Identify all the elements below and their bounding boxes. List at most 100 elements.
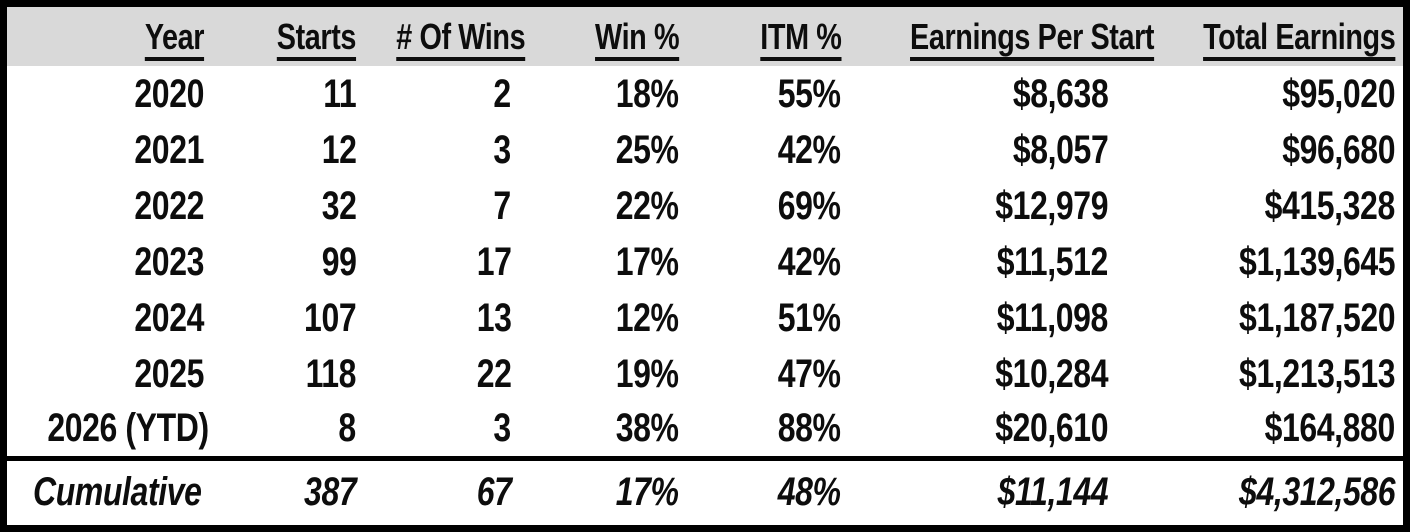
header-label: Starts — [276, 15, 357, 57]
cell-text: 12 — [321, 127, 356, 172]
cell-text: 99 — [321, 239, 356, 284]
cell-win-pct: 12% — [519, 290, 687, 346]
cell-text: 48% — [778, 470, 841, 515]
cell-text: 2023 — [134, 239, 204, 284]
cell-text: 19% — [616, 351, 679, 396]
cell-text: 11 — [322, 71, 356, 116]
cell-text: $12,979 — [995, 183, 1108, 228]
cell-itm-pct: 48% — [687, 458, 849, 525]
header-cell-earnings-per-start: Earnings Per Start — [849, 7, 1154, 66]
cell-year: 2022 — [7, 178, 212, 234]
cell-text: $10,284 — [995, 351, 1108, 396]
cell-win-pct: 38% — [519, 402, 687, 458]
cell-itm-pct: 51% — [687, 290, 849, 346]
cell-text: 42% — [778, 239, 841, 284]
cell-text: 2021 — [134, 127, 204, 172]
cell-win-pct: 22% — [519, 178, 687, 234]
cell-text: 7 — [493, 183, 512, 228]
cell-text: $164,880 — [1264, 406, 1396, 451]
cell-cumulative-label: Cumulative — [7, 458, 212, 525]
cell-text: $96,680 — [1282, 127, 1395, 172]
cell-total-earnings: $164,880 — [1116, 402, 1403, 458]
cell-text: 69% — [778, 183, 841, 228]
header-label: Year — [144, 15, 205, 57]
cell-earnings-per-start: $20,610 — [849, 402, 1116, 458]
cell-year: 2024 — [7, 290, 212, 346]
cell-num-wins: 22 — [364, 346, 519, 402]
cell-starts: 8 — [212, 402, 364, 458]
cell-earnings-per-start: $11,098 — [849, 290, 1116, 346]
cell-text: 107 — [303, 295, 357, 340]
cell-text: 38% — [616, 406, 679, 451]
cell-year: 2025 — [7, 346, 212, 402]
cell-text: 18% — [616, 71, 679, 116]
cell-itm-pct: 88% — [687, 402, 849, 458]
header-label: # Of Wins — [396, 15, 526, 57]
cell-text: 67 — [476, 470, 511, 515]
cell-total-earnings: $415,328 — [1116, 178, 1403, 234]
cell-text: $1,187,520 — [1238, 295, 1396, 340]
cell-total-earnings: $1,139,645 — [1116, 234, 1403, 290]
table-row-2021: 2021 12 3 25% 42% $8,057 $96,680 — [7, 122, 1403, 178]
cell-text: 387 — [303, 470, 357, 515]
cell-earnings-per-start: $12,979 — [849, 178, 1116, 234]
cell-text: 17 — [476, 239, 511, 284]
cell-starts: 107 — [212, 290, 364, 346]
cell-text: 3 — [493, 127, 512, 172]
header-cell-num-wins: # Of Wins — [364, 7, 525, 66]
header-label: ITM % — [759, 15, 842, 57]
cell-num-wins: 17 — [364, 234, 519, 290]
cell-text: 2020 — [134, 71, 204, 116]
cell-year: 2020 — [7, 66, 212, 122]
cell-total-earnings: $1,187,520 — [1116, 290, 1403, 346]
cell-year: 2026 (YTD) — [7, 402, 212, 458]
cell-text: 118 — [305, 351, 357, 396]
cell-starts: 11 — [212, 66, 364, 122]
cell-starts: 99 — [212, 234, 364, 290]
cell-text: 22% — [616, 183, 679, 228]
cell-win-pct: 17% — [519, 458, 687, 525]
cell-itm-pct: 42% — [687, 122, 849, 178]
table-row-2020: 2020 11 2 18% 55% $8,638 $95,020 — [7, 66, 1403, 122]
cell-starts: 12 — [212, 122, 364, 178]
header-cell-year: Year — [7, 7, 212, 66]
cell-itm-pct: 47% — [687, 346, 849, 402]
cell-earnings-per-start: $11,512 — [849, 234, 1116, 290]
cell-win-pct: 19% — [519, 346, 687, 402]
cell-text: $11,098 — [996, 295, 1109, 340]
cell-earnings-per-start: $8,057 — [849, 122, 1116, 178]
cell-total-earnings: $1,213,513 — [1116, 346, 1403, 402]
cell-text: 32 — [321, 183, 356, 228]
header-cell-total-earnings: Total Earnings — [1116, 7, 1403, 66]
cell-text: 2022 — [134, 183, 204, 228]
cell-text: 22 — [476, 351, 511, 396]
cell-text: 25% — [616, 127, 679, 172]
cell-text: $95,020 — [1282, 71, 1395, 116]
cell-num-wins: 7 — [364, 178, 519, 234]
table-row-2023: 2023 99 17 17% 42% $11,512 $1,139,645 — [7, 234, 1403, 290]
cell-year: 2023 — [7, 234, 212, 290]
header-cell-win-pct: Win % — [519, 7, 687, 66]
cell-total-earnings: $4,312,586 — [1116, 458, 1403, 525]
cell-text: 17% — [616, 470, 679, 515]
cell-num-wins: 3 — [364, 402, 519, 458]
header-cell-starts: Starts — [212, 7, 364, 66]
cell-text: 17% — [616, 239, 679, 284]
cell-text: 51% — [778, 295, 841, 340]
table-row-2022: 2022 32 7 22% 69% $12,979 $415,328 — [7, 178, 1403, 234]
cell-num-wins: 3 — [364, 122, 519, 178]
cell-text: $20,610 — [995, 406, 1108, 451]
cell-text: 2025 — [134, 351, 204, 396]
cell-text: 8 — [338, 406, 357, 451]
header-label: Earnings Per Start — [910, 15, 1155, 57]
cell-itm-pct: 42% — [687, 234, 849, 290]
cell-num-wins: 13 — [364, 290, 519, 346]
cell-text: 2024 — [134, 295, 204, 340]
cell-text: $11,512 — [996, 239, 1109, 284]
cell-itm-pct: 55% — [687, 66, 849, 122]
cell-text: 13 — [476, 295, 511, 340]
cell-earnings-per-start: $10,284 — [849, 346, 1116, 402]
cell-text: 88% — [778, 406, 841, 451]
cell-win-pct: 18% — [519, 66, 687, 122]
